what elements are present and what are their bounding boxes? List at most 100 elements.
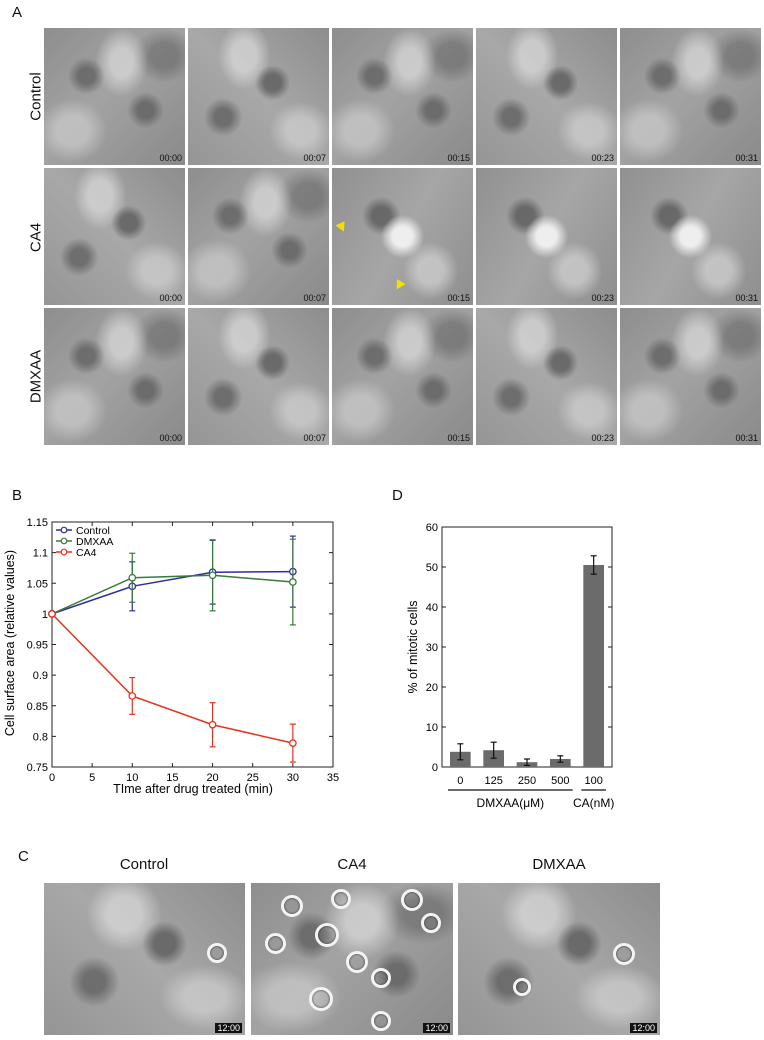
micrograph-control-12h: 12:00 — [44, 883, 245, 1035]
timestamp: 00:23 — [591, 153, 614, 163]
y-axis-label: % of mitotic cells — [406, 600, 420, 693]
legend-label: CA4 — [76, 547, 97, 559]
panel-b-letter: B — [12, 487, 23, 504]
x-tick-label: 30 — [287, 772, 299, 784]
data-point-ca4 — [289, 739, 297, 747]
row-label-dmxaa: DMXAA — [27, 349, 45, 404]
micrograph-control-t3: 00:15 — [332, 28, 473, 165]
column-title-dmxaa: DMXAA — [532, 856, 586, 873]
x-tick-label: 25 — [247, 772, 259, 784]
group-label: CA(nM) — [573, 796, 614, 810]
x-tick-label: 15 — [166, 772, 178, 784]
category-label: 100 — [584, 775, 602, 787]
panel-d-letter: D — [392, 487, 403, 504]
timestamp: 00:00 — [159, 293, 182, 303]
y-tick-label: 40 — [426, 602, 438, 614]
timestamp: 00:15 — [447, 153, 470, 163]
column-title-ca4: CA4 — [337, 856, 367, 873]
micrograph-dmxaa-t5: 00:31 — [620, 308, 761, 445]
micrograph-dmxaa-t1: 00:00 — [44, 308, 185, 445]
data-point-dmxaa — [208, 571, 217, 580]
timestamp: 12:00 — [423, 1023, 450, 1033]
micrograph-ca4-12h: 12:00 — [251, 883, 453, 1035]
data-point-ca4 — [128, 692, 137, 700]
panel-c-letter: C — [18, 848, 29, 865]
x-tick-label: 10 — [126, 772, 138, 784]
y-tick-label: 10 — [426, 722, 438, 734]
x-tick-label: 0 — [49, 772, 55, 784]
bar — [550, 759, 571, 767]
data-point-ca4 — [48, 610, 56, 618]
y-tick-label: 0 — [432, 762, 438, 774]
x-tick-label: 35 — [327, 772, 339, 784]
micrograph-dmxaa-t3: 00:15 — [332, 308, 473, 445]
legend-label: DMXAA — [76, 536, 113, 548]
timestamp: 00:07 — [303, 433, 326, 443]
series-line-ca4 — [51, 613, 294, 744]
y-tick-label: 0.85 — [27, 701, 48, 713]
y-tick-label: 1.05 — [27, 578, 48, 590]
timestamp: 12:00 — [630, 1023, 657, 1033]
y-tick-label: 1 — [42, 609, 48, 621]
rounded-cell — [309, 987, 333, 1011]
timestamp: 00:23 — [591, 293, 614, 303]
data-point-dmxaa — [289, 578, 297, 586]
rounded-cell — [371, 1011, 391, 1031]
group-label: DMXAA(μM) — [477, 796, 545, 810]
arrowhead-marker — [335, 221, 349, 234]
y-tick-label: 0.95 — [27, 640, 48, 652]
micrograph-ca4-t1: 00:00 — [44, 168, 185, 305]
x-tick-label: 20 — [206, 772, 218, 784]
series-line-control — [51, 570, 293, 615]
row-label-ca4: CA4 — [27, 222, 45, 253]
micrograph-control-t2: 00:07 — [188, 28, 329, 165]
data-point-dmxaa — [128, 573, 137, 582]
y-tick-label: 0.9 — [33, 670, 48, 682]
micrograph-dmxaa-t2: 00:07 — [188, 308, 329, 445]
y-tick-label: 0.75 — [27, 762, 48, 774]
rounded-cell — [331, 889, 351, 909]
legend-marker — [60, 548, 68, 556]
timestamp: 00:31 — [735, 433, 758, 443]
rounded-cell — [265, 933, 286, 954]
y-tick-label: 1.15 — [27, 517, 48, 529]
rounded-cell — [346, 951, 368, 973]
rounded-cell — [281, 895, 303, 917]
micrograph-ca4-t4: 00:23 — [476, 168, 617, 305]
timestamp: 12:00 — [215, 1023, 242, 1033]
category-label: 250 — [518, 775, 536, 787]
column-title-control: Control — [119, 856, 169, 873]
y-tick-label: 1.1 — [33, 548, 48, 560]
y-tick-label: 60 — [426, 522, 438, 534]
timestamp: 00:31 — [735, 153, 758, 163]
data-point-ca4 — [208, 720, 217, 729]
line-chart-cell-surface-area: 0 5 10 15 20 25 30 35 0.75 0.8 0.85 0.9 0.95 1 1.05 1.1… — [3, 517, 339, 796]
y-axis-label: Cell surface area (relative values) — [3, 550, 17, 736]
category-label: 0 — [457, 775, 463, 787]
rounded-cell — [371, 968, 391, 988]
panel-a-letter: A — [12, 4, 23, 21]
timestamp: 00:00 — [159, 153, 182, 163]
micrograph-ca4-t2: 00:07 — [188, 168, 329, 305]
micrograph-ca4-t5: 00:31 — [620, 168, 761, 305]
y-tick-label: 30 — [426, 642, 438, 654]
row-label-control: Control — [27, 72, 45, 121]
timestamp: 00:07 — [303, 293, 326, 303]
timestamp: 00:15 — [447, 293, 470, 303]
timestamp: 00:23 — [591, 433, 614, 443]
arrowhead-marker — [392, 279, 406, 292]
micrograph-control-t4: 00:23 — [476, 28, 617, 165]
timestamp: 00:31 — [735, 293, 758, 303]
timestamp: 00:07 — [303, 153, 326, 163]
legend-label: Control — [76, 525, 110, 537]
rounded-cell — [207, 943, 227, 963]
timestamp: 00:15 — [447, 433, 470, 443]
timestamp: 00:00 — [159, 433, 182, 443]
rounded-cell — [421, 913, 441, 933]
legend-marker — [60, 526, 68, 534]
micrograph-control-t1: 00:00 — [44, 28, 185, 165]
micrograph-control-t5: 00:31 — [620, 28, 761, 165]
rounded-cell — [513, 978, 531, 996]
category-label: 500 — [551, 775, 569, 787]
micrograph-dmxaa-12h: 12:00 — [458, 883, 660, 1035]
